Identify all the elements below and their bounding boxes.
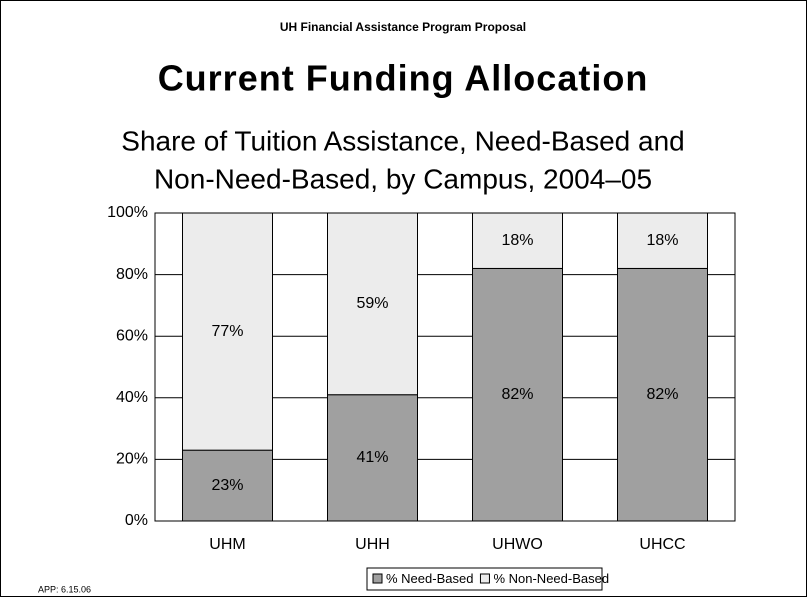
- bar-segment: [472, 267, 563, 522]
- y-tick-label: 0%: [125, 512, 148, 529]
- footer: APP: 6.15.06: [38, 584, 91, 594]
- header: UH Financial Assistance Program Proposal: [280, 20, 526, 34]
- y-tick-label: 20%: [116, 451, 148, 468]
- bar-segment: [182, 449, 273, 522]
- bar-segment: [182, 212, 273, 451]
- chart-subtitle: Share of Tuition Assistance, Need-Based …: [121, 125, 684, 156]
- y-tick-label: 80%: [116, 266, 148, 283]
- bar-segment: [327, 212, 418, 396]
- y-tick-label: 40%: [116, 389, 148, 406]
- y-tick-label: 100%: [107, 204, 148, 221]
- legend-swatch: [372, 573, 383, 584]
- x-tick-label: UHWO: [492, 536, 543, 553]
- data-label: 59%: [356, 295, 388, 312]
- x-tick-label: UHM: [209, 536, 245, 553]
- y-tick-label: 60%: [116, 327, 148, 344]
- legend-label: % Non-Need-Based: [493, 571, 609, 586]
- chart-subtitle: Non-Need-Based, by Campus, 2004–05: [154, 163, 652, 194]
- bar-segment: [617, 212, 708, 269]
- bar-segment: [617, 267, 708, 522]
- data-label: 77%: [211, 323, 243, 340]
- legend-swatch: [479, 573, 490, 584]
- data-label: 82%: [501, 386, 533, 403]
- data-label: 82%: [646, 386, 678, 403]
- bar-segment: [472, 212, 563, 269]
- data-label: 41%: [356, 449, 388, 466]
- chart-title: Current Funding Allocation: [158, 58, 649, 99]
- bar-segment: [327, 394, 418, 522]
- x-tick-label: UHH: [355, 536, 390, 553]
- legend-label: % Need-Based: [386, 571, 473, 586]
- x-tick-label: UHCC: [639, 536, 685, 553]
- data-label: 23%: [211, 477, 243, 494]
- data-label: 18%: [646, 232, 678, 249]
- data-label: 18%: [501, 232, 533, 249]
